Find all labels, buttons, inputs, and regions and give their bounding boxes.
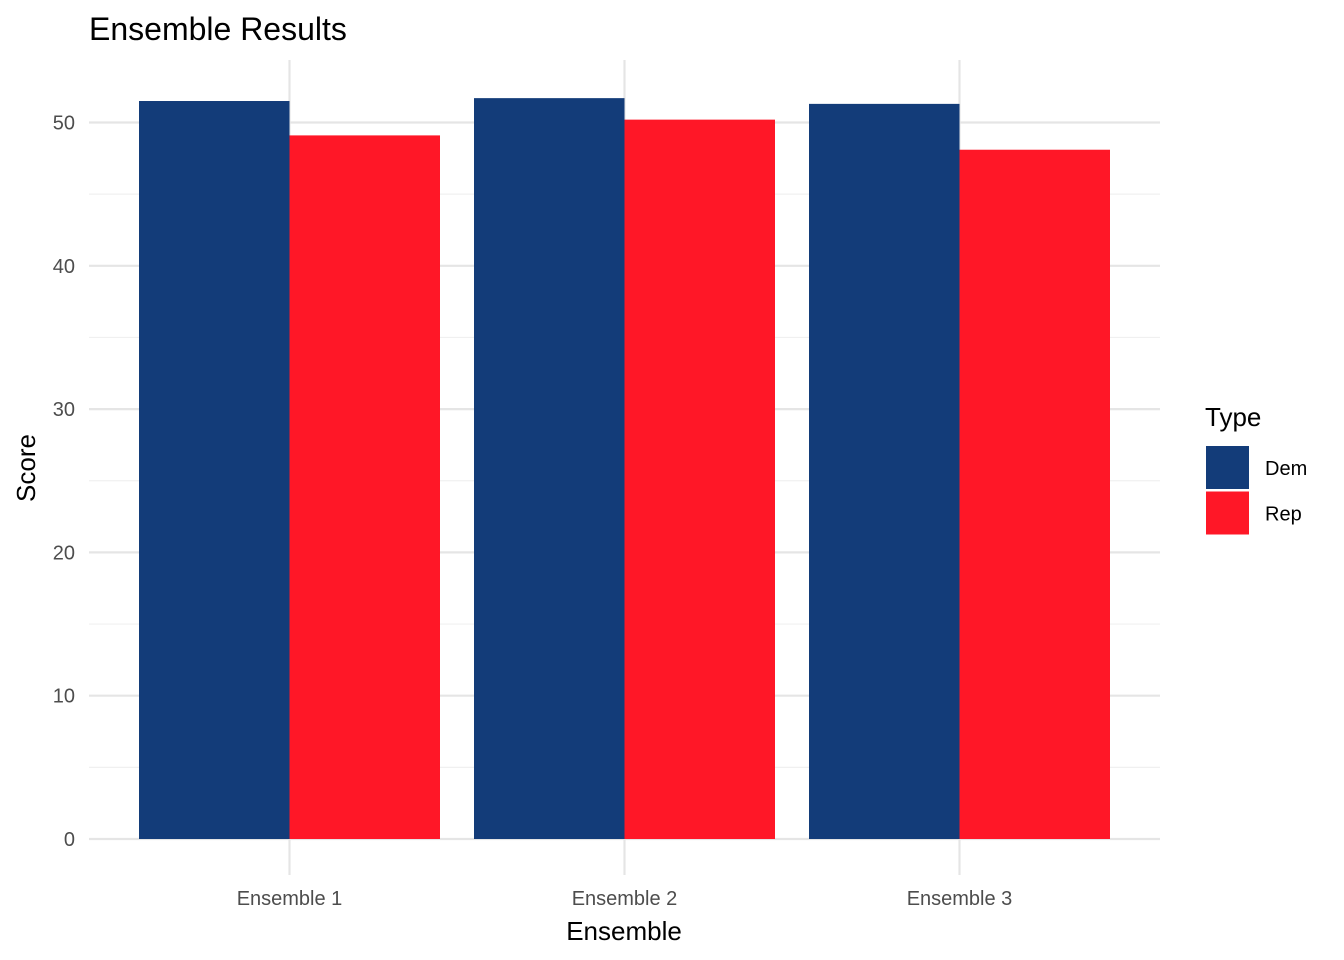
bar-dem: [809, 103, 960, 840]
y-tick-label: 40: [53, 256, 75, 278]
bar-rep: [289, 135, 440, 840]
x-tick-label: Ensemble 2: [572, 888, 678, 910]
bars: [139, 98, 1110, 840]
y-tick-label: 20: [53, 542, 75, 564]
legend-key-rep: [1206, 491, 1249, 535]
x-axis-ticks: Ensemble 1 Ensemble 2 Ensemble 3: [237, 888, 1013, 910]
bar-rep: [959, 149, 1110, 840]
legend-key-dem: [1206, 446, 1249, 489]
bar-dem: [474, 98, 625, 840]
y-tick-label: 50: [53, 113, 75, 135]
legend-label: Rep: [1265, 504, 1302, 526]
x-tick-label: Ensemble 3: [907, 888, 1013, 910]
y-axis-ticks: 0 10 20 30 40 50: [53, 113, 75, 852]
y-axis-title: Score: [11, 434, 41, 502]
y-tick-label: 10: [53, 686, 75, 708]
legend: Type Dem Rep: [1205, 402, 1307, 535]
legend-label: Dem: [1265, 458, 1307, 480]
x-axis-title: Ensemble: [566, 916, 682, 946]
legend-title: Type: [1205, 402, 1261, 432]
x-tick-label: Ensemble 1: [237, 888, 343, 910]
chart-title: Ensemble Results: [89, 11, 347, 47]
bar-dem: [139, 101, 290, 839]
bar-rep: [624, 119, 775, 839]
y-tick-label: 30: [53, 399, 75, 421]
y-tick-label: 0: [64, 829, 75, 851]
